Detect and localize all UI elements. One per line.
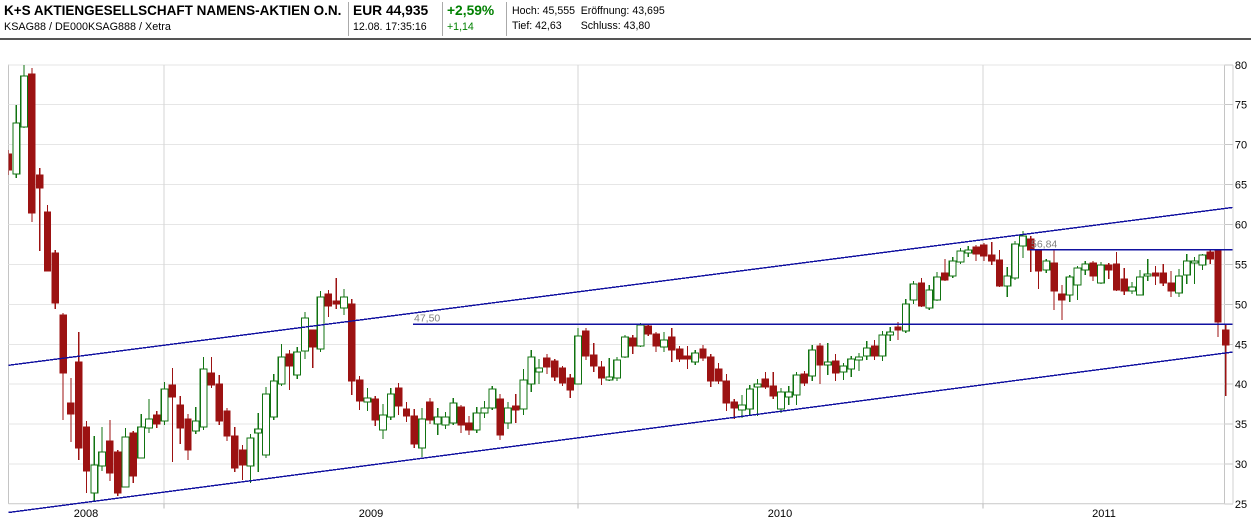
svg-text:55: 55: [1235, 259, 1247, 271]
svg-text:45: 45: [1235, 339, 1247, 351]
svg-text:2008: 2008: [74, 508, 98, 520]
svg-text:25: 25: [1235, 499, 1247, 511]
svg-text:2009: 2009: [359, 508, 383, 520]
svg-text:40: 40: [1235, 379, 1247, 391]
svg-text:70: 70: [1235, 140, 1247, 152]
svg-text:65: 65: [1235, 180, 1247, 192]
svg-text:60: 60: [1235, 220, 1247, 232]
svg-text:35: 35: [1235, 419, 1247, 431]
svg-text:2011: 2011: [1092, 508, 1116, 520]
svg-text:50: 50: [1235, 299, 1247, 311]
svg-text:30: 30: [1235, 459, 1247, 471]
svg-text:75: 75: [1235, 100, 1247, 112]
svg-text:56,84: 56,84: [1031, 239, 1057, 251]
svg-text:47,50: 47,50: [414, 313, 440, 325]
svg-text:2010: 2010: [768, 508, 792, 520]
svg-text:80: 80: [1235, 60, 1247, 72]
